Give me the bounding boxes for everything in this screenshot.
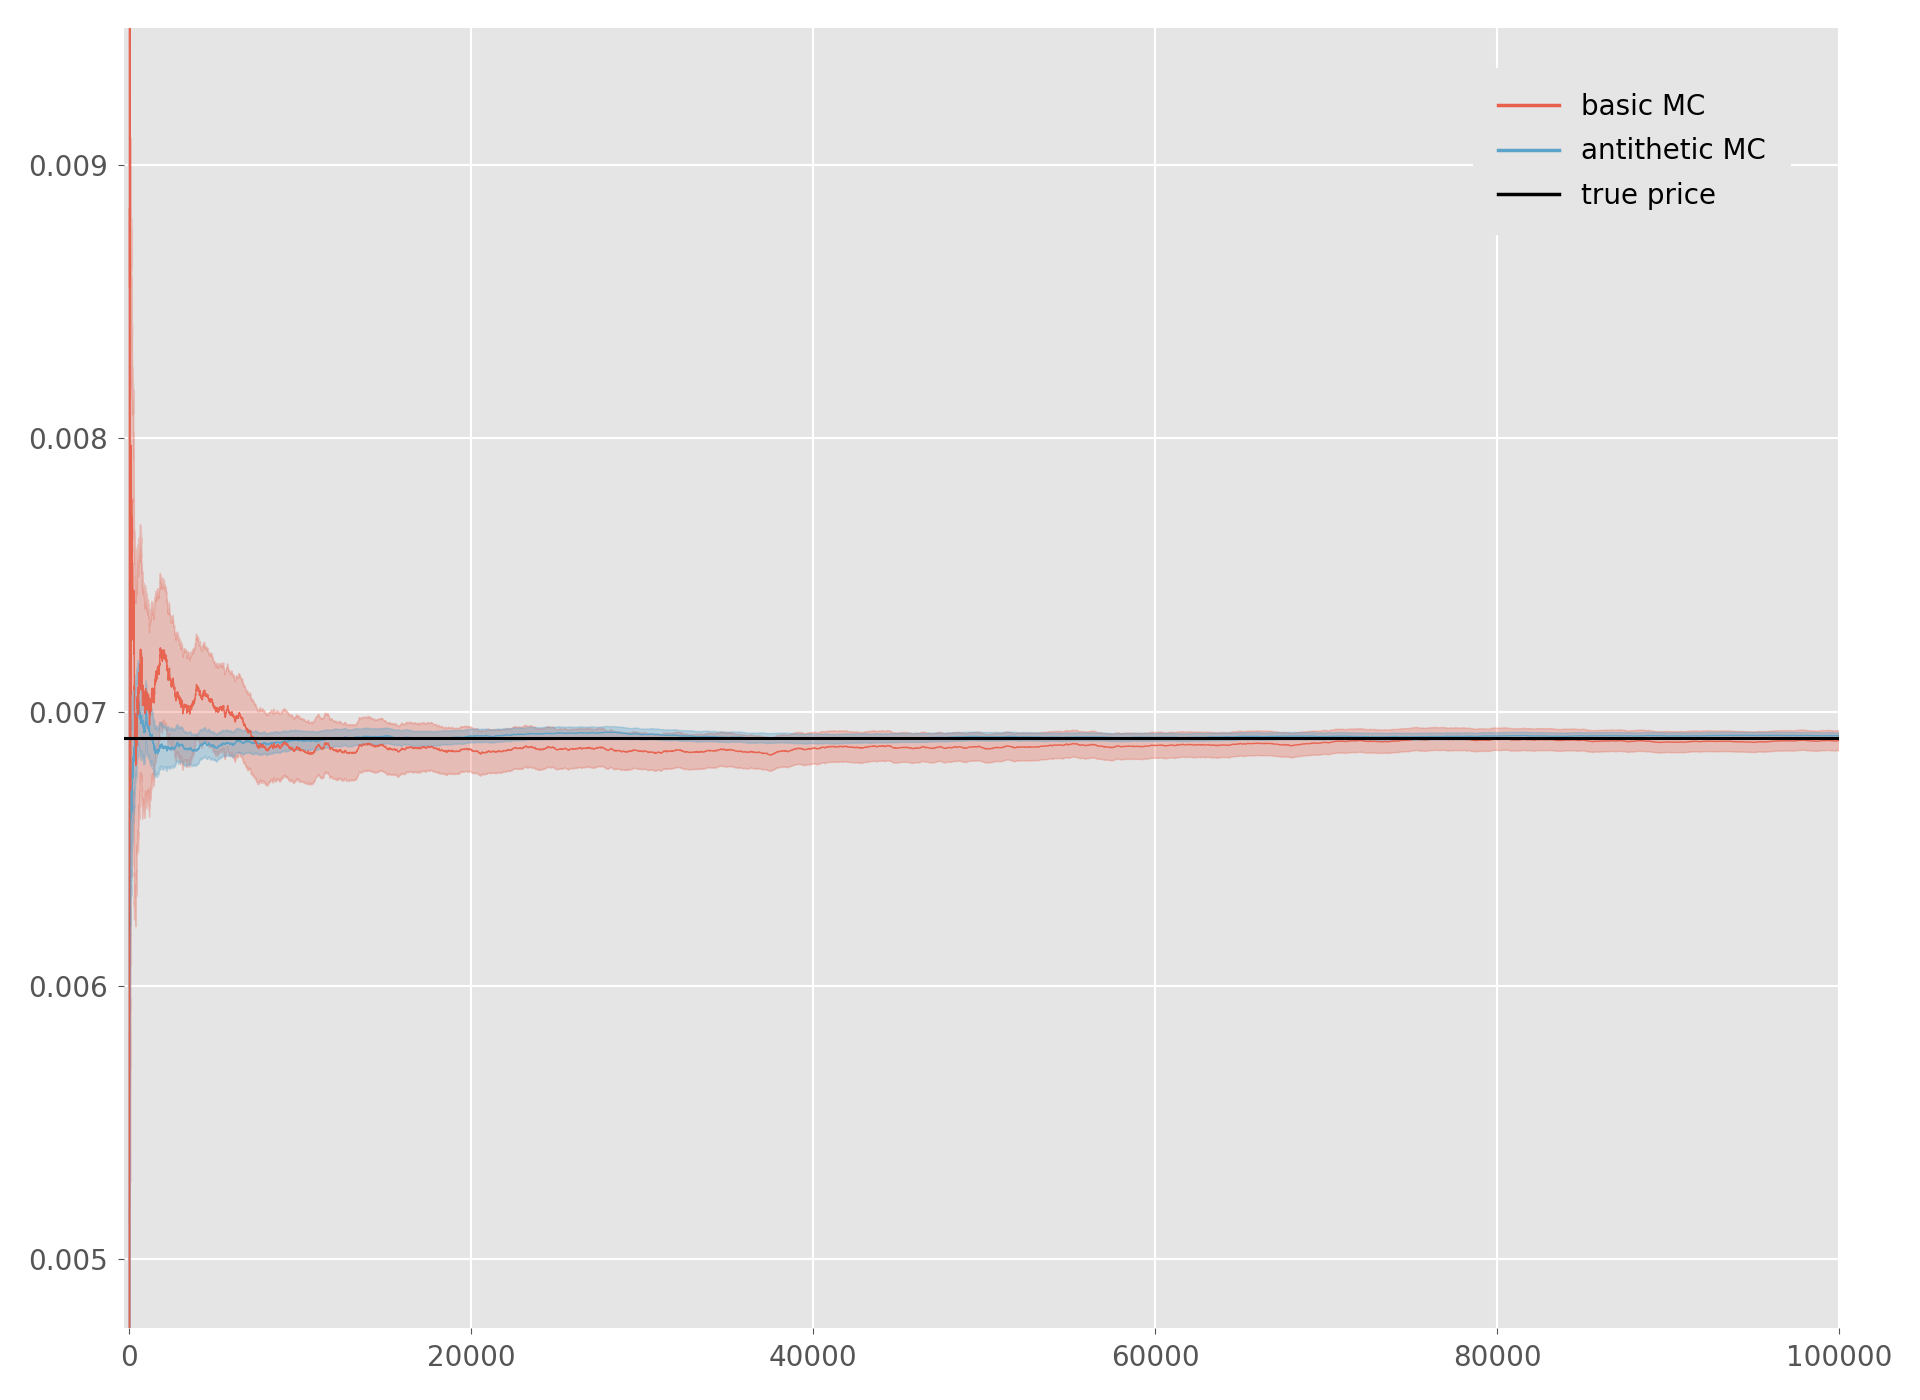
Legend: basic MC, antithetic MC, true price: basic MC, antithetic MC, true price [1473, 67, 1791, 235]
